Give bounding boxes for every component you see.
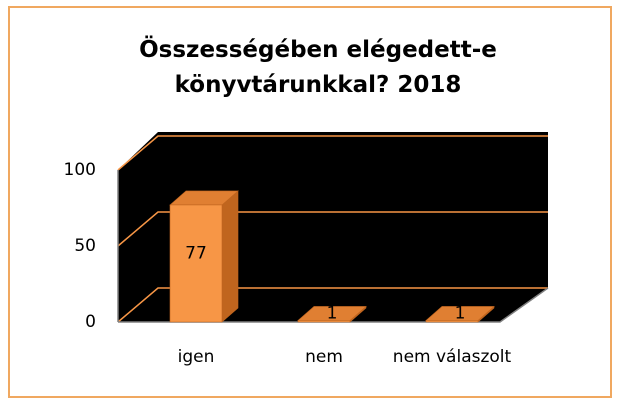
- y-tick-label: 100: [64, 160, 96, 180]
- value-label: 1: [327, 303, 338, 323]
- bar-front: [425, 320, 479, 323]
- bar-front: [297, 320, 351, 323]
- value-label: 1: [455, 303, 466, 323]
- grid-line: [117, 211, 548, 247]
- floor-edge: [118, 287, 549, 323]
- bar: [297, 305, 367, 323]
- y-tick-label: 50: [74, 236, 96, 256]
- x-tick-label: igen: [178, 347, 215, 367]
- chart-title: Összességében elégedett-e könyvtárunkkal…: [139, 37, 497, 98]
- bar-front: [169, 204, 223, 323]
- bar: [169, 190, 239, 323]
- x-tick-label: nem: [305, 347, 343, 367]
- value-label: 77: [185, 243, 207, 263]
- grid-line: [117, 135, 548, 171]
- bar: [425, 305, 495, 323]
- y-tick-label: 0: [85, 312, 96, 332]
- grid-line: [117, 287, 548, 323]
- bar-side: [221, 190, 239, 323]
- x-tick-label: nem válaszolt: [393, 347, 512, 367]
